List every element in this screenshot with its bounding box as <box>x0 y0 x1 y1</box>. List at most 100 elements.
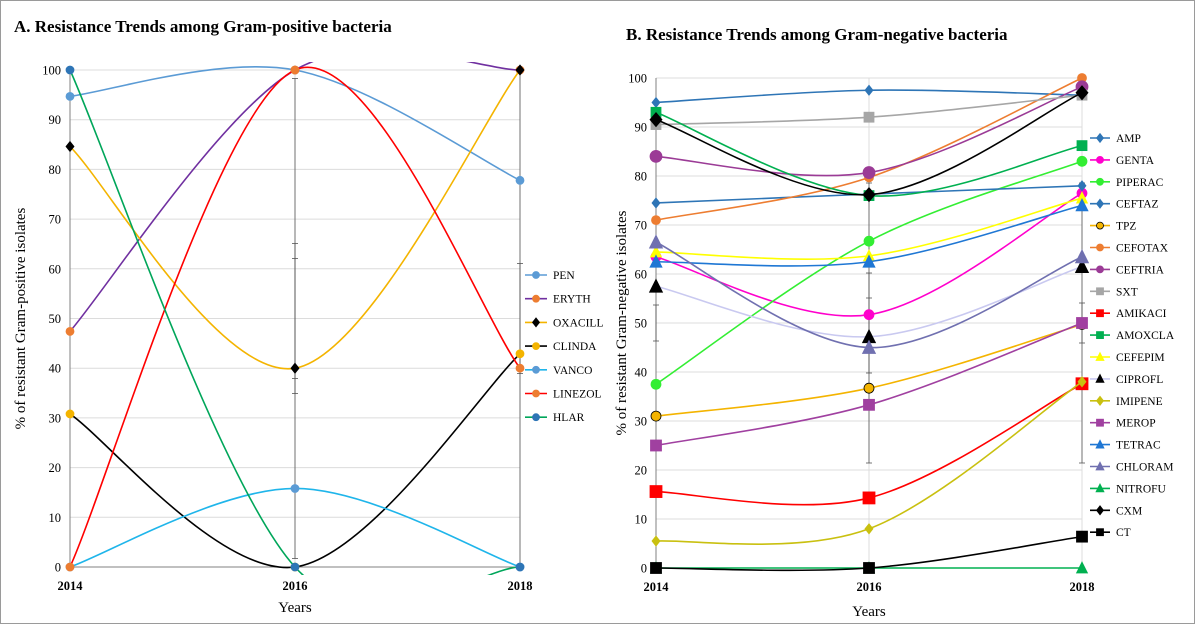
legend-item-amp: AMP <box>1090 132 1141 145</box>
legend-marker <box>532 271 540 279</box>
data-point-clinda-2014 <box>65 409 75 419</box>
x-tick-label: 2018 <box>1070 580 1095 594</box>
legend-label: CEFEPIM <box>1116 352 1165 364</box>
x-axis-label: Years <box>278 600 312 616</box>
y-tick-label: 10 <box>49 511 62 525</box>
legend-item-ct: CT <box>1090 527 1131 539</box>
data-point-pen-2014 <box>65 91 75 101</box>
legend-label: CEFOTAX <box>1116 243 1169 255</box>
panel-a: A. Resistance Trends among Gram-positive… <box>13 17 603 616</box>
data-point-amikaci-2014 <box>649 485 663 498</box>
data-point-ceftaz-2014 <box>651 197 661 209</box>
data-point-amoxcla-2018 <box>1076 140 1088 152</box>
legend-item-ceftaz: CEFTAZ <box>1090 198 1159 211</box>
legend-marker <box>1095 132 1105 144</box>
data-point-pen-2018 <box>515 175 525 185</box>
legend-marker <box>532 294 540 303</box>
legend-item-linezol: LINEZOL <box>525 389 602 401</box>
legend-item-cefotax: CEFOTAX <box>1090 243 1169 255</box>
legend-marker <box>1095 395 1105 406</box>
y-axis-label: % of resistant Gram-negative isolates <box>614 210 630 435</box>
data-point-oxacill-2016 <box>290 362 300 374</box>
legend-item-amoxcla: AMOXCLA <box>1090 330 1175 342</box>
y-tick-label: 0 <box>641 562 647 576</box>
legend-marker <box>531 317 541 328</box>
series-cxm <box>649 85 1089 203</box>
y-tick-label: 90 <box>49 113 62 127</box>
data-point-ct-2014 <box>650 562 662 574</box>
y-tick-label: 60 <box>635 268 648 282</box>
legend-marker <box>1096 243 1104 252</box>
legend-marker <box>1096 155 1104 164</box>
data-point-linezol-2018 <box>515 363 525 373</box>
legend-item-sxt: SXT <box>1090 286 1138 298</box>
legend-item-ciprofl: CIPROFL <box>1090 373 1163 386</box>
data-point-piperac-2014 <box>650 378 662 390</box>
data-point-merop-2016 <box>863 398 875 411</box>
legend-label: CEFTAZ <box>1116 199 1159 211</box>
data-point-imipene-2018 <box>1077 376 1087 388</box>
legend-label: AMIKACI <box>1116 308 1167 320</box>
legend-label: MEROP <box>1116 418 1156 430</box>
data-point-merop-2018 <box>1076 317 1088 329</box>
panel-b: B. Resistance Trends among Gram-negative… <box>614 25 1175 620</box>
series-hlar <box>65 65 525 575</box>
series-tetrac <box>649 198 1089 268</box>
y-tick-label: 20 <box>635 464 648 478</box>
x-axis-label: Years <box>852 604 886 620</box>
y-tick-label: 100 <box>628 72 647 86</box>
data-point-chloram-2014 <box>648 234 664 249</box>
legend-marker <box>1096 309 1104 318</box>
legend-marker <box>1096 528 1104 537</box>
y-tick-label: 100 <box>42 64 61 78</box>
x-tick-label: 2018 <box>508 579 533 593</box>
series-line-hlar <box>69 69 521 575</box>
data-point-genta-2016 <box>863 309 875 321</box>
data-point-tetrac-2016 <box>862 254 876 268</box>
data-point-hlar-2016 <box>290 562 300 572</box>
series-piperac <box>650 155 1088 390</box>
legend-label: CEFTRIA <box>1116 264 1165 276</box>
legend: AMP GENTA PIPERAC CEFTAZ TPZ CEFOTAX CEFTRIA SX… <box>1090 132 1175 539</box>
x-tick-label: 2014 <box>644 580 670 594</box>
series-ct <box>650 530 1088 574</box>
data-point-nitrofu-2018 <box>1075 561 1089 574</box>
data-point-imipene-2016 <box>864 523 874 535</box>
series-oxacill <box>65 64 525 374</box>
data-point-tetrac-2018 <box>1075 198 1089 212</box>
series-ciprofl <box>648 258 1090 344</box>
legend-label: CLINDA <box>553 341 597 353</box>
y-tick-label: 70 <box>49 213 62 227</box>
y-tick-label: 80 <box>635 170 648 184</box>
legend-label: PIPERAC <box>1116 177 1164 189</box>
legend-item-cefepim: CEFEPIM <box>1090 351 1165 364</box>
data-point-cefotax-2014 <box>651 215 661 226</box>
y-tick-label: 50 <box>635 317 648 331</box>
y-tick-label: 30 <box>49 411 62 425</box>
legend-item-genta: GENTA <box>1090 155 1155 167</box>
y-tick-label: 10 <box>635 513 648 527</box>
y-tick-label: 60 <box>49 262 62 276</box>
y-tick-label: 30 <box>635 415 648 429</box>
data-point-ciprofl-2014 <box>648 278 664 293</box>
series-linezol <box>65 65 525 572</box>
legend-item-tetrac: TETRAC <box>1090 439 1161 452</box>
data-point-amikaci-2016 <box>862 491 876 505</box>
data-point-ceftria-2016 <box>862 166 876 179</box>
data-point-cxm-2018 <box>1075 85 1089 101</box>
series-amp <box>651 84 1087 109</box>
y-tick-label: 40 <box>49 362 62 376</box>
legend-marker <box>532 365 540 374</box>
chart-title: A. Resistance Trends among Gram-positive… <box>14 17 392 36</box>
series-merop <box>650 317 1088 452</box>
legend-label: ERYTH <box>553 294 591 306</box>
legend-item-piperac: PIPERAC <box>1090 177 1164 189</box>
legend-item-vanco: VANCO <box>525 365 592 377</box>
legend-label: TETRAC <box>1116 440 1161 452</box>
data-point-chloram-2016 <box>861 339 877 354</box>
data-point-sxt-2016 <box>863 111 875 123</box>
data-point-oxacill-2014 <box>65 140 75 153</box>
x-tick-label: 2016 <box>283 579 308 593</box>
y-tick-label: 80 <box>49 163 62 177</box>
